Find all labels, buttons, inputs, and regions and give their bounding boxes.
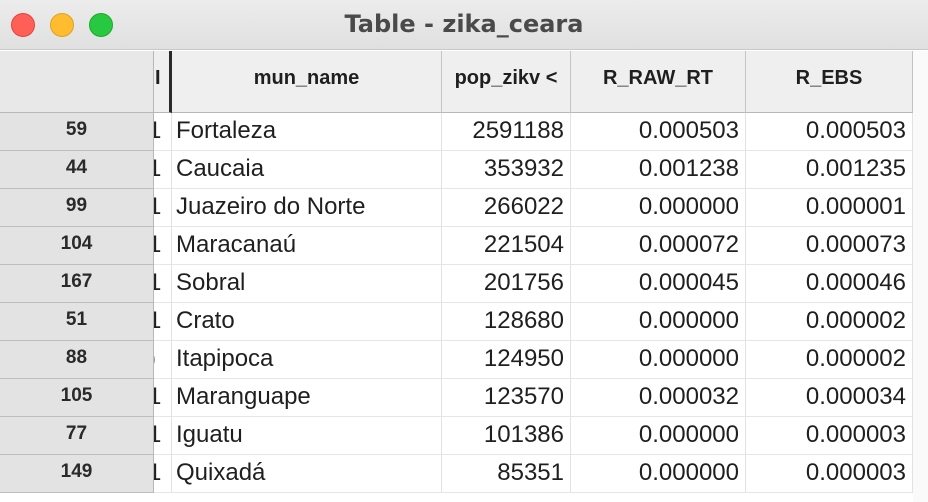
minimize-window-button[interactable] <box>50 13 74 37</box>
column-header-r-raw-rt[interactable]: R_RAW_RT <box>571 51 746 113</box>
cell-r-raw-rt[interactable]: 0.000000 <box>571 341 746 379</box>
cell-r-raw-rt[interactable]: 0.000000 <box>571 417 746 455</box>
cell-r-raw-rt[interactable]: 0.000000 <box>571 455 746 493</box>
cell-r-raw-rt[interactable]: 0.001238 <box>571 151 746 189</box>
cell-clipped[interactable]: 1 <box>154 151 172 189</box>
cell-clipped[interactable]: ) <box>154 341 172 379</box>
cell-clipped-text: 1 <box>154 269 161 297</box>
window-title: Table - zika_ceara <box>344 10 584 38</box>
cell-r-raw-rt[interactable]: 0.000000 <box>571 189 746 227</box>
cell-mun-name[interactable]: Juazeiro do Norte <box>172 189 442 227</box>
row-header[interactable]: 44 <box>0 151 154 189</box>
cell-mun-name[interactable]: Caucaia <box>172 151 442 189</box>
cell-pop-zikv[interactable]: 353932 <box>442 151 571 189</box>
table-corner[interactable] <box>0 51 154 113</box>
cell-clipped[interactable]: 1 <box>154 265 172 303</box>
cell-mun-name[interactable]: Crato <box>172 303 442 341</box>
row-header[interactable]: 104 <box>0 227 154 265</box>
cell-clipped[interactable]: 1 <box>154 417 172 455</box>
row-header[interactable]: 88 <box>0 341 154 379</box>
cell-r-raw-rt[interactable]: 0.000000 <box>571 303 746 341</box>
cell-clipped-text: 1 <box>154 155 161 183</box>
cell-clipped[interactable]: 1 <box>154 379 172 417</box>
row-header[interactable]: 105 <box>0 379 154 417</box>
cell-pop-zikv[interactable]: 85351 <box>442 455 571 493</box>
cell-r-raw-rt[interactable]: 0.000503 <box>571 113 746 151</box>
row-header[interactable]: 149 <box>0 455 154 493</box>
cell-r-ebs[interactable]: 0.000002 <box>746 341 913 379</box>
cell-mun-name[interactable]: Maracanaú <box>172 227 442 265</box>
cell-clipped-text: 1 <box>154 193 161 221</box>
cell-clipped-text: ) <box>154 345 156 373</box>
cell-r-ebs[interactable]: 0.001235 <box>746 151 913 189</box>
close-window-button[interactable] <box>11 13 35 37</box>
cell-r-ebs[interactable]: 0.000003 <box>746 455 913 493</box>
cell-mun-name[interactable]: Fortaleza <box>172 113 442 151</box>
cell-mun-name[interactable]: Itapipoca <box>172 341 442 379</box>
cell-r-ebs[interactable]: 0.000073 <box>746 227 913 265</box>
cell-mun-name[interactable]: Iguatu <box>172 417 442 455</box>
cell-clipped[interactable]: 1 <box>154 455 172 493</box>
row-header[interactable]: 99 <box>0 189 154 227</box>
cell-clipped-text: 1 <box>154 117 161 145</box>
cell-clipped-text: 1 <box>154 307 161 335</box>
cell-mun-name[interactable]: Sobral <box>172 265 442 303</box>
column-header-clipped[interactable]: I <box>154 51 172 113</box>
column-header-r-ebs[interactable]: R_EBS <box>746 51 913 113</box>
cell-clipped[interactable]: 1 <box>154 113 172 151</box>
cell-clipped[interactable]: 1 <box>154 227 172 265</box>
row-header[interactable]: 51 <box>0 303 154 341</box>
column-header-mun-name[interactable]: mun_name <box>172 51 442 113</box>
cell-pop-zikv[interactable]: 123570 <box>442 379 571 417</box>
cell-r-ebs[interactable]: 0.000002 <box>746 303 913 341</box>
title-bar: Table - zika_ceara <box>0 0 928 50</box>
cell-mun-name[interactable]: Maranguape <box>172 379 442 417</box>
cell-r-raw-rt[interactable]: 0.000032 <box>571 379 746 417</box>
data-table[interactable]: I mun_name pop_zikv < R_RAW_RT R_EBS 59 4… <box>0 51 928 502</box>
cell-r-ebs[interactable]: 0.000003 <box>746 417 913 455</box>
row-header[interactable]: 59 <box>0 113 154 151</box>
zoom-window-button[interactable] <box>89 13 113 37</box>
cell-r-raw-rt[interactable]: 0.000045 <box>571 265 746 303</box>
column-header-pop-zikv[interactable]: pop_zikv < <box>442 51 571 113</box>
cell-clipped[interactable]: 1 <box>154 303 172 341</box>
cell-mun-name[interactable]: Quixadá <box>172 455 442 493</box>
cell-r-ebs[interactable]: 0.000503 <box>746 113 913 151</box>
vertical-scrollbar[interactable] <box>913 51 928 502</box>
row-header[interactable]: 167 <box>0 265 154 303</box>
cell-pop-zikv[interactable]: 2591188 <box>442 113 571 151</box>
cell-clipped-text: 1 <box>154 459 161 487</box>
cell-clipped[interactable]: 1 <box>154 189 172 227</box>
cell-r-ebs[interactable]: 0.000001 <box>746 189 913 227</box>
cell-clipped-text: 1 <box>154 383 161 411</box>
cell-pop-zikv[interactable]: 201756 <box>442 265 571 303</box>
cell-clipped-text: 1 <box>154 421 161 449</box>
cell-pop-zikv[interactable]: 266022 <box>442 189 571 227</box>
cell-r-ebs[interactable]: 0.000034 <box>746 379 913 417</box>
cell-r-ebs[interactable]: 0.000046 <box>746 265 913 303</box>
cell-pop-zikv[interactable]: 101386 <box>442 417 571 455</box>
cell-clipped-text: 1 <box>154 231 161 259</box>
cell-r-raw-rt[interactable]: 0.000072 <box>571 227 746 265</box>
cell-pop-zikv[interactable]: 128680 <box>442 303 571 341</box>
row-header[interactable]: 77 <box>0 417 154 455</box>
cell-pop-zikv[interactable]: 221504 <box>442 227 571 265</box>
cell-pop-zikv[interactable]: 124950 <box>442 341 571 379</box>
